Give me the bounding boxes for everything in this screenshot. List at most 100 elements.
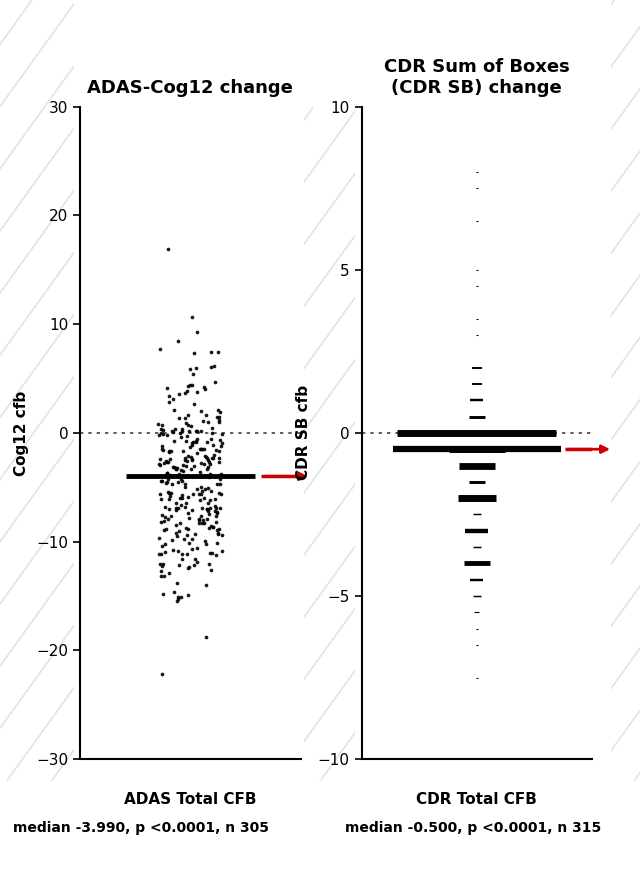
Point <box>169 403 179 417</box>
Point <box>176 463 186 477</box>
Point <box>167 424 177 439</box>
Point <box>211 548 221 562</box>
Title: CDR Sum of Boxes
(CDR SB) change: CDR Sum of Boxes (CDR SB) change <box>384 58 570 97</box>
Point <box>207 421 217 435</box>
Point <box>177 472 187 486</box>
Point <box>177 551 187 566</box>
Point <box>157 424 168 438</box>
Point <box>204 506 214 520</box>
Point <box>184 560 194 575</box>
Point <box>173 524 184 538</box>
Point <box>164 469 174 483</box>
Point <box>172 591 182 606</box>
Point <box>186 378 196 392</box>
Point <box>212 523 223 537</box>
Point <box>211 501 221 515</box>
Point <box>189 397 200 411</box>
Point <box>167 534 177 548</box>
Point <box>164 492 174 506</box>
Point <box>180 480 191 494</box>
Point <box>190 527 200 542</box>
Point <box>157 667 167 681</box>
Point <box>206 563 216 577</box>
Point <box>158 443 168 457</box>
Point <box>194 487 204 501</box>
Point <box>174 386 184 400</box>
Point <box>191 432 202 446</box>
Point <box>191 424 202 439</box>
Point <box>170 422 180 436</box>
Point <box>193 512 204 527</box>
Point <box>209 469 220 483</box>
Point <box>155 452 165 466</box>
Point <box>178 458 188 472</box>
Point <box>195 480 205 494</box>
Text: median -0.500, p <0.0001, n 315: median -0.500, p <0.0001, n 315 <box>346 821 602 836</box>
Point <box>214 413 224 427</box>
Point <box>171 518 181 532</box>
Point <box>214 409 224 424</box>
Point <box>188 367 198 381</box>
Point <box>211 442 221 456</box>
Point <box>187 542 197 556</box>
Point <box>218 436 228 450</box>
Point <box>184 536 194 551</box>
Point <box>171 463 181 477</box>
Point <box>216 439 226 453</box>
Point <box>205 501 215 515</box>
Point <box>168 392 179 406</box>
Point <box>156 426 166 440</box>
Point <box>182 454 193 468</box>
Point <box>182 429 193 443</box>
Point <box>204 521 214 535</box>
Point <box>197 484 207 498</box>
Point <box>175 515 185 529</box>
Point <box>177 488 188 502</box>
Point <box>205 432 216 447</box>
Point <box>156 564 166 578</box>
Point <box>202 450 212 464</box>
Point <box>191 435 201 449</box>
Point <box>162 466 172 480</box>
Point <box>199 491 209 505</box>
Point <box>171 526 181 540</box>
Point <box>215 477 225 491</box>
Point <box>173 590 184 604</box>
Point <box>180 500 190 514</box>
Point <box>176 498 186 512</box>
Point <box>203 503 213 518</box>
Point <box>182 561 193 575</box>
Point <box>200 536 211 551</box>
Point <box>176 430 186 444</box>
Point <box>161 455 171 469</box>
Point <box>196 456 207 471</box>
Point <box>161 476 171 490</box>
Point <box>166 444 176 458</box>
Point <box>153 417 163 432</box>
Point <box>207 546 217 560</box>
Point <box>187 503 197 517</box>
Point <box>205 519 216 533</box>
Point <box>187 453 197 467</box>
Point <box>186 449 196 464</box>
Point <box>196 501 207 515</box>
Point <box>195 469 205 483</box>
Point <box>188 459 198 473</box>
Bar <box>74 0 611 107</box>
Point <box>202 463 212 477</box>
Point <box>159 456 170 470</box>
Point <box>168 543 178 557</box>
Point <box>196 442 207 456</box>
Point <box>213 522 223 536</box>
Point <box>216 487 226 501</box>
Point <box>156 547 166 561</box>
Point <box>207 451 218 465</box>
Point <box>207 520 218 535</box>
Point <box>205 467 215 481</box>
Point <box>156 474 166 488</box>
Point <box>197 515 207 529</box>
Point <box>203 496 213 510</box>
Point <box>173 334 183 348</box>
Point <box>205 546 215 560</box>
Point <box>159 514 169 528</box>
